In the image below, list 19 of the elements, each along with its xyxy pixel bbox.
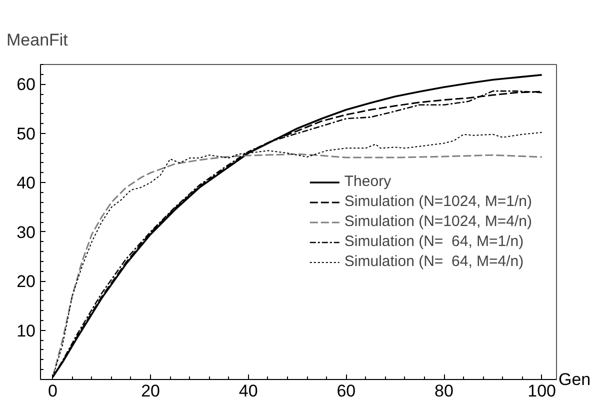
y-tick-label: 50 [16, 124, 36, 144]
y-tick-label: 30 [16, 222, 36, 242]
y-tick-label: 40 [16, 174, 36, 193]
legend-label: Simulation (N=1024, M=1/n) [344, 193, 532, 210]
x-tick-label: 0 [48, 382, 58, 400]
x-tick-label: 100 [528, 382, 556, 400]
x-tick-label: 80 [434, 382, 454, 400]
x-axis-title: Gen [558, 370, 591, 389]
legend-label: Simulation (N=1024, M=4/n) [344, 213, 532, 230]
y-tick-label: 20 [16, 272, 36, 292]
x-tick-label: 60 [336, 382, 356, 400]
y-tick-label: 10 [16, 321, 36, 340]
legend-label: Simulation (N= 64, M=4/n) [344, 253, 524, 270]
x-tick-label: 40 [238, 382, 258, 400]
legend-label: Theory [344, 173, 392, 190]
x-tick-label: 20 [141, 382, 160, 400]
legend-label: Simulation (N= 64, M=1/n) [344, 233, 524, 250]
y-tick-label: 60 [16, 75, 36, 94]
y-axis-title: MeanFit [6, 30, 68, 50]
